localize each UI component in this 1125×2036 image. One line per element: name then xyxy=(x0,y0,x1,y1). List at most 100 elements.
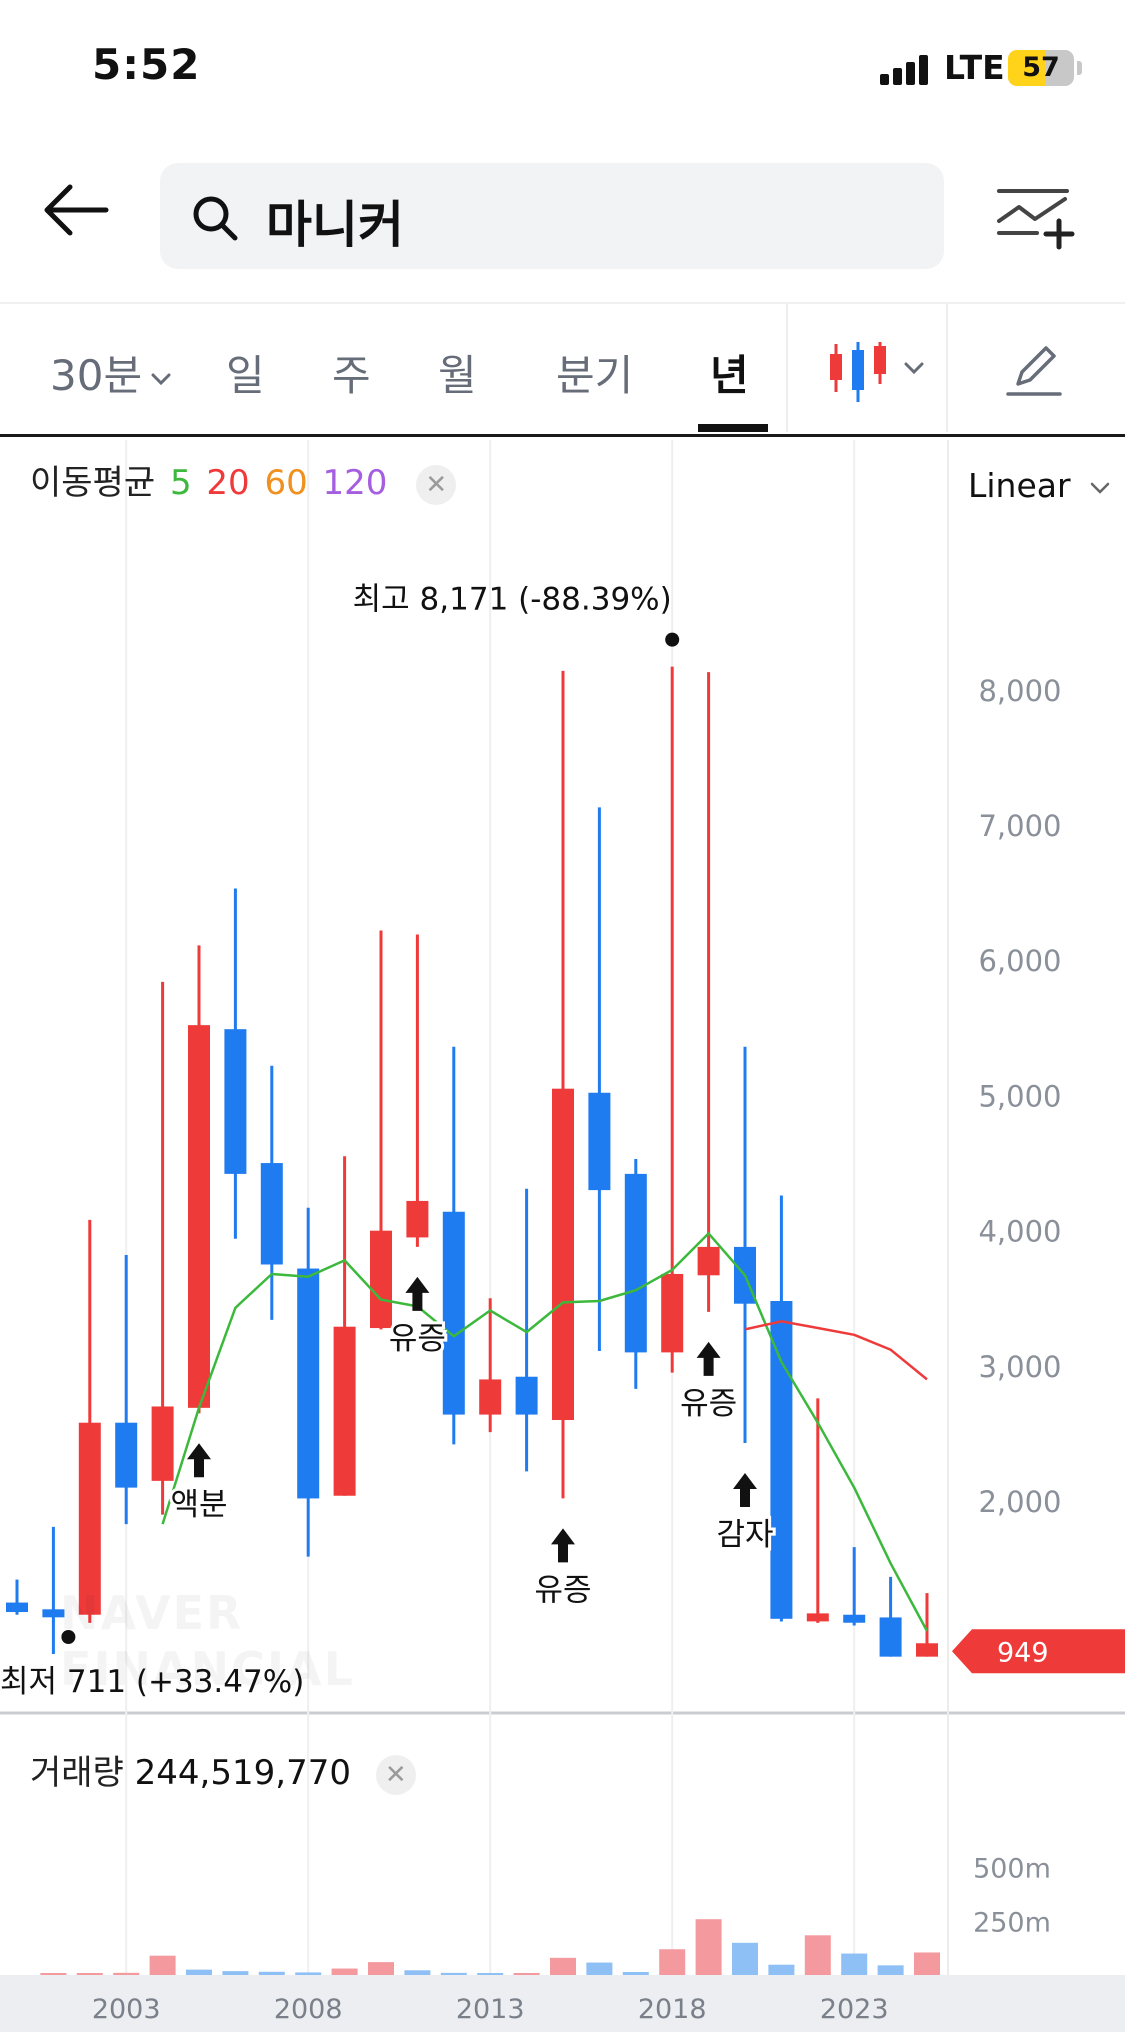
candle-body xyxy=(879,1617,902,1657)
y-tick-label: 3,000 xyxy=(978,1350,1061,1384)
moving-average-legend[interactable]: 이동평균 5 20 60 120 ✕ xyxy=(30,455,460,505)
y-tick-label: 8,000 xyxy=(978,674,1061,708)
volume-bar xyxy=(186,1969,212,1975)
volume-label: 거래량 xyxy=(30,1753,124,1793)
candle-body xyxy=(297,1268,320,1499)
volume-tick-label: 250m xyxy=(973,1907,1051,1938)
candle-body xyxy=(843,1614,866,1623)
ma20-label: 20 xyxy=(206,463,250,503)
active-tab-indicator xyxy=(698,424,768,432)
volume-bar xyxy=(76,1973,103,1975)
high-marker xyxy=(665,632,680,647)
candle-body xyxy=(770,1300,793,1619)
candle-body xyxy=(806,1613,829,1622)
close-icon[interactable]: ✕ xyxy=(416,464,457,505)
chart-area[interactable]: 2,000 3,000 4,000 5,000 6,000 7,000 8,000 최고 8,… xyxy=(0,435,1125,2032)
tab-quarter[interactable]: 분기 xyxy=(556,351,634,400)
drawing-tool-button[interactable] xyxy=(1004,340,1064,400)
candle-body xyxy=(115,1422,138,1488)
candle-body xyxy=(188,1025,210,1408)
close-icon[interactable]: ✕ xyxy=(375,1754,416,1795)
volume-legend: 거래량 244,519,770 ✕ xyxy=(30,1745,416,1795)
tab-divider xyxy=(946,304,948,432)
battery-percent: 57 xyxy=(1022,52,1060,83)
candle-body xyxy=(661,1273,684,1353)
candle-body xyxy=(624,1173,647,1353)
volume-bar xyxy=(914,1952,940,1975)
event-label: 유증 xyxy=(680,1386,737,1422)
ma5-line xyxy=(161,1232,929,1632)
y-tick-label: 4,000 xyxy=(978,1215,1061,1249)
search-query: 마니커 xyxy=(266,196,404,254)
event-arrow xyxy=(551,1528,575,1563)
back-button[interactable] xyxy=(40,175,110,245)
volume-bar xyxy=(149,1955,176,1975)
candlestick-icon xyxy=(830,342,924,402)
candle-body xyxy=(552,1088,574,1421)
candle-body xyxy=(6,1602,28,1613)
chart-type-selector[interactable] xyxy=(822,340,932,404)
volume-bar xyxy=(768,1964,795,1975)
period-tabs: 30분 일 주 월 분기 년 xyxy=(0,302,1125,437)
candle-body xyxy=(333,1326,356,1496)
x-tick-label: 2023 xyxy=(820,1994,889,2025)
tab-30min[interactable]: 30분 xyxy=(50,342,172,403)
ma120-label: 120 xyxy=(322,463,388,503)
volume-bar xyxy=(695,1919,722,1975)
battery-icon: 57 xyxy=(1008,50,1074,86)
candle-body xyxy=(442,1211,465,1415)
status-time: 5:52 xyxy=(92,40,201,89)
volume-bar xyxy=(732,1942,758,1975)
status-bar: 5:52 LTE 57 xyxy=(0,0,1125,140)
current-price-tag xyxy=(952,1629,1125,1674)
high-annotation: 최고 8,171 (-88.39%) xyxy=(353,582,672,618)
tab-30min-label: 30분 xyxy=(50,351,143,400)
x-axis-band xyxy=(0,1975,1125,2032)
volume-bar xyxy=(258,1971,285,1975)
event-arrow xyxy=(187,1443,211,1478)
price-chart[interactable]: 2,000 3,000 4,000 5,000 6,000 7,000 8,000 최고 8,… xyxy=(0,435,1125,2032)
scale-label: Linear xyxy=(968,466,1071,505)
event-label: 액분 xyxy=(170,1487,227,1523)
tab-year[interactable]: 년 xyxy=(710,351,749,400)
candle-body xyxy=(479,1379,502,1415)
watermark: NAVER FINANCIAL xyxy=(60,1585,355,1697)
volume-bar xyxy=(477,1973,504,1975)
event-arrow xyxy=(405,1276,430,1311)
volume-tick-label: 500m xyxy=(973,1854,1051,1885)
tab-week[interactable]: 주 xyxy=(332,351,371,400)
battery-tip xyxy=(1077,61,1082,75)
cellular-signal-icon xyxy=(880,55,932,85)
ma5-label: 5 xyxy=(169,463,192,503)
candle-body xyxy=(260,1163,283,1265)
event-label: 유증 xyxy=(534,1572,591,1608)
volume-bar xyxy=(404,1970,431,1975)
tab-day[interactable]: 일 xyxy=(226,351,265,400)
candle-body xyxy=(916,1643,938,1657)
ma60-label: 60 xyxy=(264,463,308,503)
scale-dropdown[interactable]: Linear xyxy=(968,466,1111,505)
chevron-down-icon xyxy=(1090,482,1110,494)
volume-bar xyxy=(659,1949,686,1975)
volume-bar xyxy=(550,1957,576,1975)
low-annotation: 최저 711 (+33.47%) xyxy=(0,1664,304,1700)
chevron-down-icon xyxy=(151,373,171,385)
volume-bar xyxy=(622,1971,649,1975)
event-arrow xyxy=(733,1472,757,1507)
tab-month[interactable]: 월 xyxy=(438,351,477,400)
current-price-label: 949 xyxy=(997,1637,1049,1668)
watermark-line1: NAVER xyxy=(60,1585,355,1641)
x-tick-label: 2008 xyxy=(274,1994,343,2025)
volume-bar xyxy=(586,1962,613,1975)
search-input[interactable]: 마니커 xyxy=(160,163,944,269)
battery-level xyxy=(1008,50,1046,86)
candle-body xyxy=(151,1406,174,1481)
y-tick-label: 6,000 xyxy=(978,944,1061,978)
y-tick-label: 7,000 xyxy=(978,809,1061,843)
volume-bar xyxy=(113,1972,140,1975)
watermark-line2: FINANCIAL xyxy=(60,1641,355,1697)
add-compare-chart-button[interactable] xyxy=(995,185,1075,255)
back-arrow-icon xyxy=(44,184,109,236)
volume-bar xyxy=(804,1935,831,1975)
candle-body xyxy=(515,1376,538,1415)
